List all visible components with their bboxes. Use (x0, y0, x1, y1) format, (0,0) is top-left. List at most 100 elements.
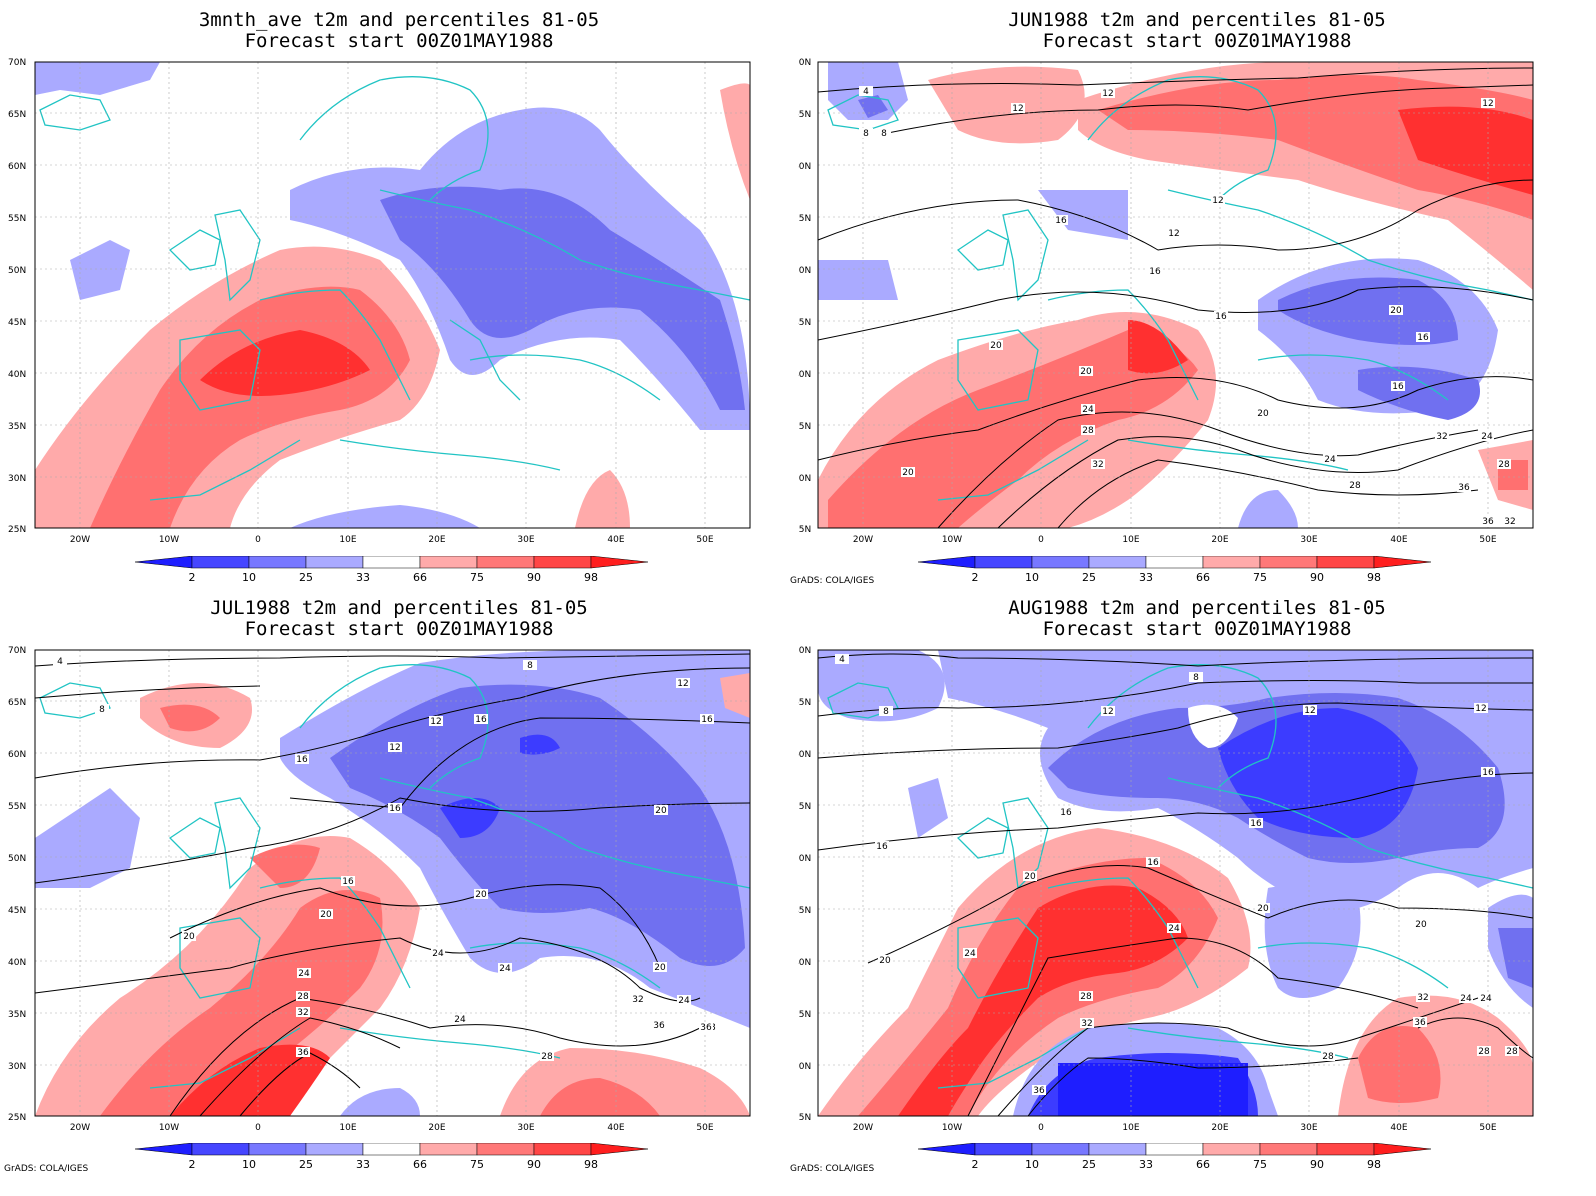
contour-label: 28 (1322, 1052, 1334, 1062)
lat-label: 50N (798, 266, 811, 276)
contour-label-bg (879, 706, 893, 716)
contour-label-bg (652, 1020, 666, 1030)
contour-label-bg (1167, 228, 1181, 238)
panel-subtitle: Forecast start 00Z01MAY1988 (244, 30, 554, 52)
contour-label-bg (1481, 98, 1495, 108)
contour-label-bg (1211, 195, 1225, 205)
contour-label: 20 (902, 468, 914, 478)
contour-label: 28 (1478, 1047, 1490, 1057)
colorbar-label: 10 (242, 1158, 256, 1171)
contour-label-bg (878, 955, 892, 965)
contour-label: 8 (99, 705, 105, 715)
contour-label: 20 (1257, 904, 1269, 914)
contour-label: 16 (342, 877, 354, 887)
colorbar-label: 33 (1139, 571, 1153, 584)
contour-label: 16 (389, 804, 401, 814)
contour-label-bg (699, 1022, 713, 1032)
contour-label-bg (1148, 266, 1162, 276)
contours (817, 653, 1534, 1117)
colorbar-label: 2 (972, 571, 979, 584)
lat-label: 30N (8, 474, 26, 484)
colorbar-label: 75 (1253, 571, 1267, 584)
colorbar-label: 98 (584, 1158, 598, 1171)
contour-label: 28 (1498, 460, 1510, 470)
contour-label: 16 (1250, 819, 1262, 829)
contour-label-bg (1101, 88, 1115, 98)
lon-label: 30E (517, 535, 534, 545)
colorbar-segment (419, 1143, 478, 1156)
colorbar-segment (248, 1143, 307, 1156)
map-3mnth: 70N 65N 60N 55N 50N 45N 40N 35N 30N 25N … (8, 58, 751, 545)
contour-label-bg (1477, 1046, 1491, 1056)
contour-label: 20 (183, 932, 195, 942)
contour-label-bg (1081, 425, 1095, 435)
grid (818, 62, 1533, 528)
lon-label: 20E (1211, 1123, 1228, 1133)
contour-label-bg (523, 660, 537, 670)
contour-label: 32 (1417, 993, 1428, 1003)
contour-label-bg (1091, 459, 1105, 469)
contour-label: 16 (701, 715, 713, 725)
lat-label: 65N (8, 110, 26, 120)
contour-label: 28 (1080, 992, 1092, 1002)
contour-label-bg (877, 128, 891, 138)
colorbar-label: 66 (1196, 571, 1210, 584)
contour-label-bg (474, 714, 488, 724)
colorbar-label: 33 (356, 571, 370, 584)
colorbar-label: 25 (1082, 1158, 1096, 1171)
colorbar-label: 66 (1196, 1158, 1210, 1171)
panel-aug: AUG1988 t2m and percentiles 81-05 Foreca… (790, 588, 1596, 1186)
contour-label: 32 (1504, 517, 1515, 527)
contour-label: 24 (1082, 405, 1094, 415)
colorbar-segment (1316, 556, 1375, 569)
contour-label-bg (1079, 991, 1093, 1001)
colorbar-segment (1145, 556, 1204, 569)
colorbar-segment (974, 1143, 1033, 1156)
lat-label: 30N (8, 1062, 26, 1072)
lon-label: 30E (1300, 535, 1317, 545)
contour-label-bg (95, 704, 109, 714)
coastlines (39, 664, 751, 1089)
colorbar-label: 90 (527, 571, 541, 584)
contour-label: 12 (1475, 704, 1486, 714)
lat-label: 65N (8, 698, 26, 708)
contour-label-bg (388, 742, 402, 752)
contour-label-bg (835, 654, 849, 664)
colorbar-arrow-left (135, 1143, 193, 1156)
contour-label-bg (498, 963, 512, 973)
colorbar-label: 75 (470, 571, 484, 584)
lat-labels: 70N 65N 60N 55N 50N 45N 40N 35N 30N 25N (8, 58, 26, 535)
contour-label: 36 (653, 1021, 665, 1031)
map-aug: 70N 65N 60N 55N 50N 45N 40N 35N 30N 25N … (798, 646, 1534, 1133)
lon-labels: 20W 10W 0 10E 20E 30E 40E 50E (853, 535, 1497, 545)
colorbar-arrow-right (590, 1143, 649, 1156)
contour-label-bg (296, 991, 310, 1001)
lat-label: 40N (798, 958, 811, 968)
coastlines (827, 76, 1534, 501)
lon-label: 30E (517, 1123, 534, 1133)
contour-label-bg (1435, 431, 1449, 441)
lon-labels: 20W 10W 0 10E 20E 30E 40E 50E (853, 1123, 1497, 1133)
panel-jun: JUN1988 t2m and percentiles 81-05 Foreca… (790, 0, 1596, 598)
lon-label: 40E (607, 535, 624, 545)
contour-label: 24 (1324, 455, 1336, 465)
colorbar-segment (362, 556, 421, 569)
contour-label: 4 (57, 657, 63, 667)
lon-label: 40E (1390, 535, 1407, 545)
lat-label: 35N (8, 422, 26, 432)
lat-labels: 70N 65N 60N 55N 50N 45N 40N 35N 30N 25N (8, 646, 26, 1123)
contour-label: 12 (1482, 99, 1493, 109)
contour-label: 12 (1168, 229, 1179, 239)
contour-label-bg (1459, 993, 1473, 1003)
contour-label: 24 (678, 996, 690, 1006)
grid (818, 650, 1533, 1116)
lat-label: 70N (8, 646, 26, 656)
lat-label: 60N (8, 162, 26, 172)
coastlines (39, 76, 751, 501)
colorbar-label: 66 (413, 1158, 427, 1171)
contour-label-bg (1323, 454, 1337, 464)
contour-label: 12 (1102, 707, 1113, 717)
lon-label: 10W (159, 535, 179, 545)
credit: GrADS: COLA/IGES (4, 1164, 89, 1174)
contour-label-bg (1256, 903, 1270, 913)
